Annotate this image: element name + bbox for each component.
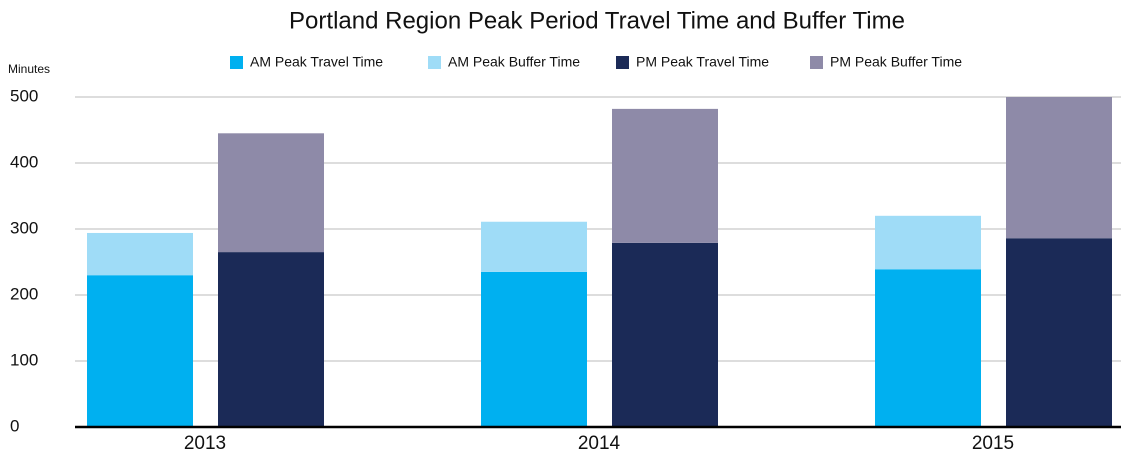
- x-tick-label: 2015: [972, 433, 1014, 454]
- bar-segment: [612, 242, 718, 427]
- bar-segment: [1006, 238, 1112, 427]
- bar-segment: [481, 271, 587, 427]
- y-axis-label: Minutes: [8, 62, 50, 76]
- y-tick-label: 100: [10, 350, 38, 369]
- x-tick-label: 2014: [578, 433, 621, 454]
- bar-segment: [481, 221, 587, 272]
- legend-swatch: [230, 56, 243, 69]
- y-tick-label: 0: [10, 416, 19, 435]
- chart-title: Portland Region Peak Period Travel Time …: [289, 7, 905, 34]
- y-tick-label: 500: [10, 86, 38, 105]
- legend-label: PM Peak Travel Time: [636, 54, 769, 70]
- x-tick-label: 2013: [184, 433, 226, 454]
- y-tick-label: 300: [10, 218, 38, 237]
- bar-segment: [612, 108, 718, 243]
- bar-segment: [87, 275, 193, 427]
- legend-label: AM Peak Buffer Time: [448, 54, 580, 70]
- bar-segment: [875, 215, 981, 270]
- legend-swatch: [428, 56, 441, 69]
- bar-segment: [875, 269, 981, 427]
- y-tick-label: 200: [10, 284, 38, 303]
- bar-segment: [1006, 97, 1112, 239]
- legend-swatch: [616, 56, 629, 69]
- bar-segment: [87, 232, 193, 276]
- y-tick-label: 400: [10, 152, 38, 171]
- bar-segment: [218, 252, 324, 427]
- legend-label: AM Peak Travel Time: [250, 54, 383, 70]
- legend-label: PM Peak Buffer Time: [830, 54, 962, 70]
- legend-swatch: [810, 56, 823, 69]
- bar-segment: [218, 133, 324, 253]
